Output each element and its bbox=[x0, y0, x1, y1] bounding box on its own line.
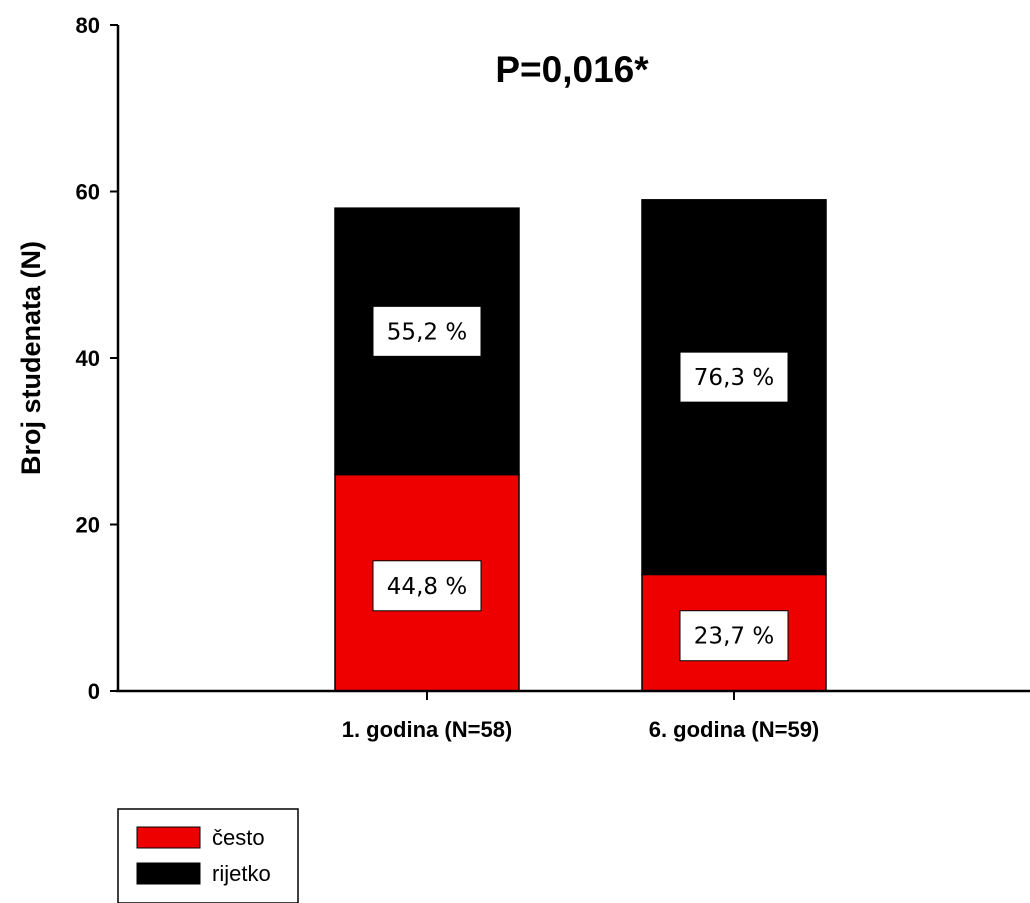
chart-title: P=0,016* bbox=[495, 49, 649, 90]
legend: često rijetko bbox=[117, 808, 299, 903]
y-tick-label: 0 bbox=[88, 679, 100, 704]
legend-swatch-cesto bbox=[136, 826, 201, 849]
x-tick-label: 6. godina (N=59) bbox=[649, 717, 820, 742]
value-label: 23,7 % bbox=[694, 624, 774, 650]
value-label-box bbox=[372, 560, 482, 612]
legend-label-rijetko: rijetko bbox=[212, 861, 271, 886]
value-label: 76,3 % bbox=[694, 365, 774, 391]
value-label: 55,2 % bbox=[387, 319, 467, 345]
value-label: 44,8 % bbox=[387, 574, 467, 600]
value-label-box bbox=[679, 610, 789, 662]
value-label-box bbox=[679, 351, 789, 403]
legend-box bbox=[117, 808, 299, 903]
value-label-box bbox=[372, 305, 482, 357]
value-labels-layer: 44,8 % 55,2 % 23,7 % 76,3 % bbox=[372, 305, 789, 662]
x-tick-label: 1. godina (N=58) bbox=[342, 717, 513, 742]
y-tick-label: 60 bbox=[76, 180, 100, 205]
ticks-layer: 0 20 40 60 80 1. godina (N=58) 6. godina (N=59… bbox=[76, 13, 820, 742]
legend-swatch-rijetko bbox=[136, 862, 201, 885]
legend-label-cesto: često bbox=[212, 825, 265, 850]
y-tick-label: 40 bbox=[76, 346, 100, 371]
y-tick-label: 80 bbox=[76, 13, 100, 38]
y-tick-label: 20 bbox=[76, 513, 100, 538]
axes-layer bbox=[116, 25, 1030, 693]
y-axis-label: Broj studenata (N) bbox=[16, 241, 46, 475]
